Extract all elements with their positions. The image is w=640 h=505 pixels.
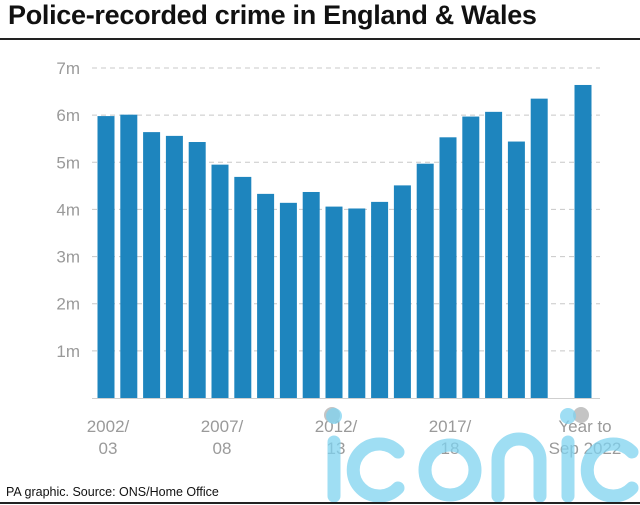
x-tick-label: 2012/ bbox=[315, 417, 358, 436]
title-divider bbox=[0, 38, 640, 40]
y-tick-label: 1m bbox=[56, 342, 80, 361]
bar bbox=[257, 193, 275, 398]
source-credit: PA graphic. Source: ONS/Home Office bbox=[6, 485, 219, 499]
x-tick-label: 13 bbox=[327, 439, 346, 458]
y-tick-label: 5m bbox=[56, 153, 80, 172]
bar bbox=[462, 116, 480, 399]
bar bbox=[507, 141, 525, 399]
y-tick-label: 2m bbox=[56, 295, 80, 314]
bar bbox=[348, 208, 366, 398]
bar bbox=[120, 114, 138, 399]
bar bbox=[530, 98, 548, 399]
bar bbox=[211, 164, 229, 398]
bar bbox=[393, 185, 411, 398]
bar-chart: 1m 2m 3m 4m 5m 6m 7m 2002/03 2007/08 2012/13 2017/… bbox=[56, 59, 622, 458]
x-tick-label: 2002/ bbox=[87, 417, 130, 436]
x-tick-label: Sep 2022 bbox=[549, 439, 622, 458]
x-tick-label: 2007/ bbox=[201, 417, 244, 436]
bar bbox=[302, 191, 320, 398]
bar bbox=[485, 111, 503, 398]
bar bbox=[279, 202, 297, 398]
bar bbox=[188, 142, 206, 398]
bar bbox=[371, 201, 389, 398]
chart-title: Police-recorded crime in England & Wales bbox=[8, 0, 537, 30]
y-tick-label: 4m bbox=[56, 200, 80, 219]
bar bbox=[97, 116, 115, 398]
y-tick-label: 6m bbox=[56, 106, 80, 125]
bar bbox=[439, 137, 457, 399]
bar bbox=[325, 206, 343, 398]
bar bbox=[416, 163, 434, 398]
bar bbox=[234, 176, 252, 398]
y-tick-label: 3m bbox=[56, 248, 80, 267]
y-tick-label: 7m bbox=[56, 59, 80, 78]
x-tick-label: 08 bbox=[213, 439, 232, 458]
bar bbox=[574, 84, 592, 398]
x-tick-label: 2017/ bbox=[429, 417, 472, 436]
x-tick-label: 18 bbox=[441, 439, 460, 458]
label-marker bbox=[324, 407, 340, 423]
label-marker bbox=[573, 407, 589, 423]
bar bbox=[165, 135, 183, 398]
footer-divider bbox=[0, 502, 640, 504]
bar bbox=[143, 132, 161, 398]
x-tick-label: 03 bbox=[99, 439, 118, 458]
